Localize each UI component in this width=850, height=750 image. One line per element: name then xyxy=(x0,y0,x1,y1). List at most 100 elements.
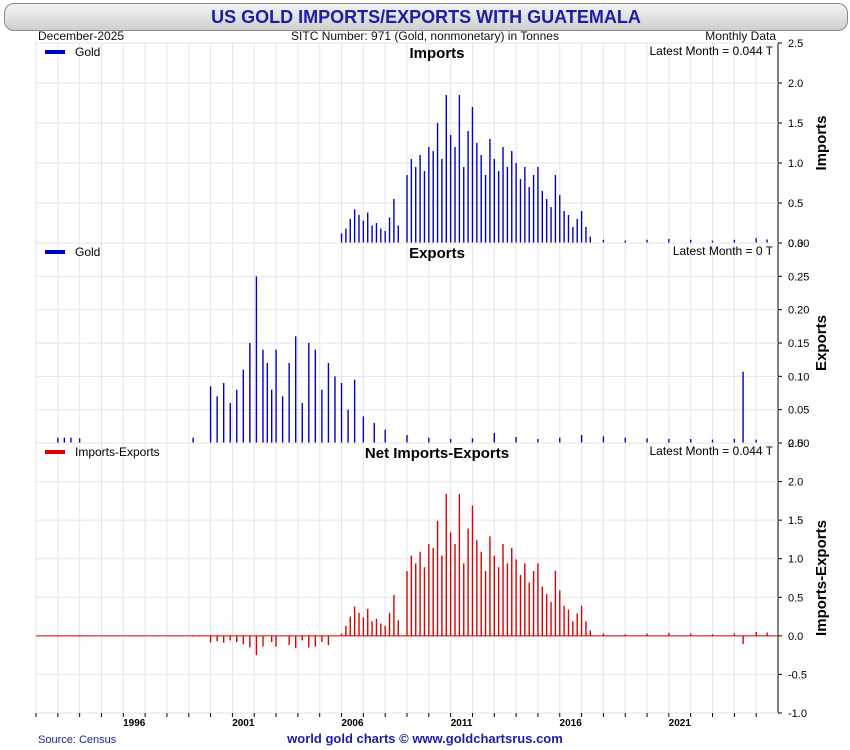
exports-bar xyxy=(249,343,251,443)
net-bar xyxy=(480,551,482,636)
imports-bar xyxy=(532,175,535,243)
exports-bar xyxy=(314,349,317,443)
net-bar xyxy=(353,606,356,636)
exports-bar xyxy=(262,349,264,443)
imports-bar xyxy=(537,167,539,243)
net-bar xyxy=(559,590,561,636)
net-bar xyxy=(249,635,251,648)
net-bar xyxy=(506,563,509,636)
exports-bar xyxy=(602,436,605,443)
date-label: December-2025 xyxy=(38,29,125,43)
x-tick-label: 2021 xyxy=(669,718,692,729)
exports-bar xyxy=(733,439,736,443)
exports-latest-label: Latest Month = 0 T xyxy=(673,244,774,258)
x-tick-label: 2001 xyxy=(232,718,255,729)
net-bar xyxy=(270,635,273,643)
imports-bar xyxy=(554,175,557,243)
exports-bar xyxy=(288,363,290,443)
imports-ytick-label: 1.0 xyxy=(788,158,803,170)
imports-bar xyxy=(559,195,561,243)
exports-bar xyxy=(428,437,430,443)
net-ylabel: Imports-Exports xyxy=(813,520,830,636)
imports-bar xyxy=(602,239,605,243)
imports-bar xyxy=(393,199,395,243)
net-bar xyxy=(545,594,548,636)
net-bar xyxy=(493,555,495,636)
imports-bar xyxy=(755,238,757,243)
net-bar xyxy=(384,625,386,636)
net-bar xyxy=(327,635,330,646)
exports-bar xyxy=(209,386,212,443)
exports-ytick-label: 0.30 xyxy=(788,238,809,250)
net-bar xyxy=(397,620,399,636)
exports-bar xyxy=(362,416,365,443)
exports-bar xyxy=(406,435,408,443)
net-bar xyxy=(476,540,478,636)
exports-bar xyxy=(742,371,744,443)
imports-bar xyxy=(545,199,548,243)
imports-ytick-label: 2.0 xyxy=(788,78,803,90)
frequency-label: Monthly Data xyxy=(705,29,776,43)
exports-bar xyxy=(57,437,59,443)
net-bar xyxy=(454,544,456,636)
net-bar xyxy=(380,623,382,636)
exports-bar xyxy=(301,403,303,443)
net-bar xyxy=(537,563,539,636)
net-bar xyxy=(576,613,578,636)
imports-bar xyxy=(567,215,570,243)
net-legend-swatch xyxy=(45,450,65,454)
imports-bar xyxy=(519,179,522,243)
net-bar xyxy=(445,493,447,636)
imports-bar xyxy=(624,240,626,243)
x-tick-label: 2006 xyxy=(341,718,364,729)
imports-bar xyxy=(480,155,482,243)
net-bar xyxy=(733,633,736,636)
net-bar xyxy=(314,635,317,647)
imports-bar xyxy=(580,211,583,243)
x-tick-label: 2011 xyxy=(451,718,473,729)
exports-bar xyxy=(216,396,218,443)
net-ytick-label: 1.5 xyxy=(788,515,803,527)
imports-bar xyxy=(380,228,382,243)
net-bar xyxy=(502,544,504,636)
net-bar xyxy=(321,635,323,643)
imports-bar xyxy=(572,227,574,243)
exports-bar xyxy=(711,439,714,443)
imports-bar xyxy=(589,236,592,243)
exports-bar xyxy=(281,396,284,443)
net-bar xyxy=(419,551,421,636)
imports-bar xyxy=(362,220,365,243)
x-tick-label: 2016 xyxy=(560,718,583,729)
exports-bar xyxy=(646,438,648,443)
exports-bar xyxy=(559,437,561,443)
imports-ytick-label: 2.5 xyxy=(788,38,803,50)
imports-bar xyxy=(449,135,452,243)
imports-bar xyxy=(397,225,399,243)
net-bar xyxy=(585,621,587,636)
net-bar xyxy=(515,559,517,636)
exports-bar xyxy=(308,343,310,443)
net-bar xyxy=(646,633,648,636)
exports-bar xyxy=(624,437,626,443)
net-bar xyxy=(301,635,303,641)
imports-bar xyxy=(388,217,391,243)
net-bar xyxy=(57,635,59,637)
net-bar xyxy=(458,493,461,636)
imports-bar xyxy=(766,239,768,243)
imports-bar xyxy=(484,175,487,243)
imports-bar xyxy=(454,147,456,243)
net-bar xyxy=(711,634,714,636)
imports-bar xyxy=(423,171,426,243)
net-bar xyxy=(262,635,264,647)
imports-bar xyxy=(524,167,526,243)
exports-bar xyxy=(236,389,238,443)
net-bar xyxy=(668,632,670,636)
net-bar xyxy=(358,612,360,636)
net-bar xyxy=(375,618,378,636)
net-bar xyxy=(308,635,310,648)
exports-bar xyxy=(353,379,356,443)
net-bar xyxy=(415,563,417,636)
exports-ytick-label: 0.25 xyxy=(788,271,809,283)
imports-bar xyxy=(502,147,504,243)
